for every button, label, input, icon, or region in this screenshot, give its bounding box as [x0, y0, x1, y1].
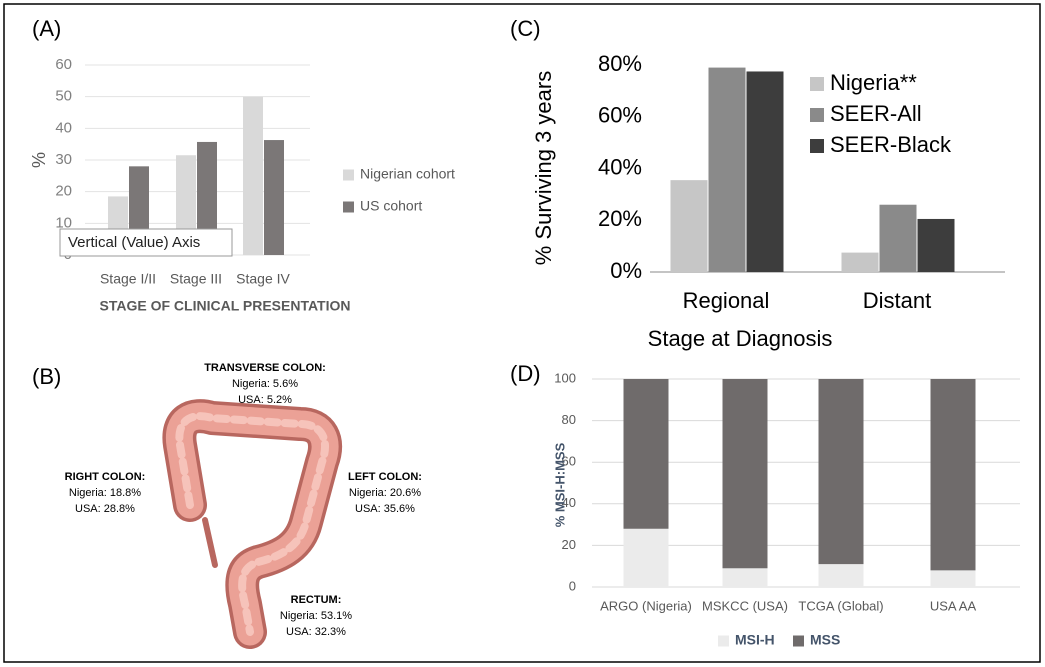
figure: (B) (A)0102030405060Stage I/IIStage IIIS…: [0, 0, 1045, 667]
y-tick-label: 0: [569, 578, 576, 593]
bar: [243, 97, 263, 255]
legend-label: SEER-Black: [830, 132, 952, 157]
y-tick-label: 60: [55, 56, 72, 73]
y-tick-label: 20: [562, 537, 576, 552]
x-tick-label: Stage I/II: [100, 271, 156, 287]
panel-label: (D): [510, 361, 541, 386]
panel-label: (A): [32, 16, 61, 41]
bar-segment: [819, 564, 864, 587]
y-tick-label: 40%: [598, 154, 642, 179]
bar: [709, 68, 746, 272]
bar: [747, 71, 784, 272]
region-nigeria: Nigeria: 18.8%: [69, 487, 141, 499]
x-tick-label: MSKCC (USA): [702, 598, 788, 613]
bar: [918, 219, 955, 272]
x-tick-label: Stage IV: [236, 271, 290, 287]
y-tick-label: 0%: [610, 258, 642, 283]
region-nigeria: Nigeria: 20.6%: [349, 487, 421, 499]
region-usa: USA: 32.3%: [286, 626, 346, 638]
y-tick-label: 50: [55, 88, 72, 105]
bar-segment: [723, 379, 768, 568]
y-axis-title: %: [29, 152, 49, 168]
bar-segment: [819, 379, 864, 564]
bar-segment: [931, 379, 976, 570]
region-nigeria: Nigeria: 53.1%: [280, 610, 352, 622]
region-name: RECTUM:: [291, 594, 342, 606]
legend-swatch: [810, 77, 824, 91]
region-usa: USA: 28.8%: [75, 503, 135, 515]
bar-segment: [931, 570, 976, 587]
bar: [842, 253, 879, 272]
y-tick-label: 60%: [598, 103, 642, 128]
page: (B) (A)0102030405060Stage I/IIStage IIIS…: [0, 0, 1045, 667]
x-tick-label: USA AA: [930, 598, 977, 613]
y-tick-label: 20%: [598, 206, 642, 231]
y-tick-label: 30: [55, 151, 72, 168]
panel-label: (B): [32, 364, 61, 389]
legend-swatch: [810, 108, 824, 122]
y-tick-label: 80: [562, 412, 576, 427]
x-axis-title: STAGE OF CLINICAL PRESENTATION: [100, 298, 351, 314]
y-tick-label: 80%: [598, 51, 642, 76]
region-name: LEFT COLON:: [348, 471, 422, 483]
y-tick-label: 100: [554, 370, 576, 385]
y-tick-label: 40: [55, 119, 72, 136]
bar: [264, 140, 284, 255]
x-tick-label: TCGA (Global): [798, 598, 883, 613]
bar-segment: [624, 379, 669, 529]
region-nigeria: Nigeria: 5.6%: [232, 378, 298, 390]
legend-label: Nigerian cohort: [360, 166, 455, 182]
bar-segment: [624, 529, 669, 587]
x-tick-label: Distant: [863, 288, 931, 313]
x-tick-label: Regional: [683, 288, 770, 313]
legend-label: Nigeria**: [830, 70, 917, 95]
legend-swatch: [793, 636, 804, 647]
region-name: TRANSVERSE COLON:: [204, 362, 326, 374]
legend-label: US cohort: [360, 198, 422, 214]
x-axis-title: Stage at Diagnosis: [648, 326, 833, 351]
bar: [671, 180, 708, 272]
panel-label: (C): [510, 16, 541, 41]
legend-label: SEER-All: [830, 101, 922, 126]
region-name: RIGHT COLON:: [65, 471, 146, 483]
legend-swatch: [343, 170, 354, 181]
legend-swatch: [718, 636, 729, 647]
bar: [880, 205, 917, 272]
region-usa: USA: 35.6%: [355, 503, 415, 515]
y-axis-title: % Surviving 3 years: [531, 71, 556, 265]
legend-swatch: [810, 139, 824, 153]
legend-label: MSI-H: [735, 632, 775, 648]
region-usa: USA: 5.2%: [238, 394, 292, 406]
bar-segment: [723, 568, 768, 587]
x-tick-label: Stage III: [170, 271, 222, 287]
y-tick-label: 20: [55, 183, 72, 200]
x-tick-label: ARGO (Nigeria): [600, 598, 692, 613]
y-axis-title: % MSI-H:MSS: [552, 442, 567, 527]
legend-swatch: [343, 202, 354, 213]
tooltip: Vertical (Value) Axis: [68, 234, 200, 251]
legend-label: MSS: [810, 632, 840, 648]
